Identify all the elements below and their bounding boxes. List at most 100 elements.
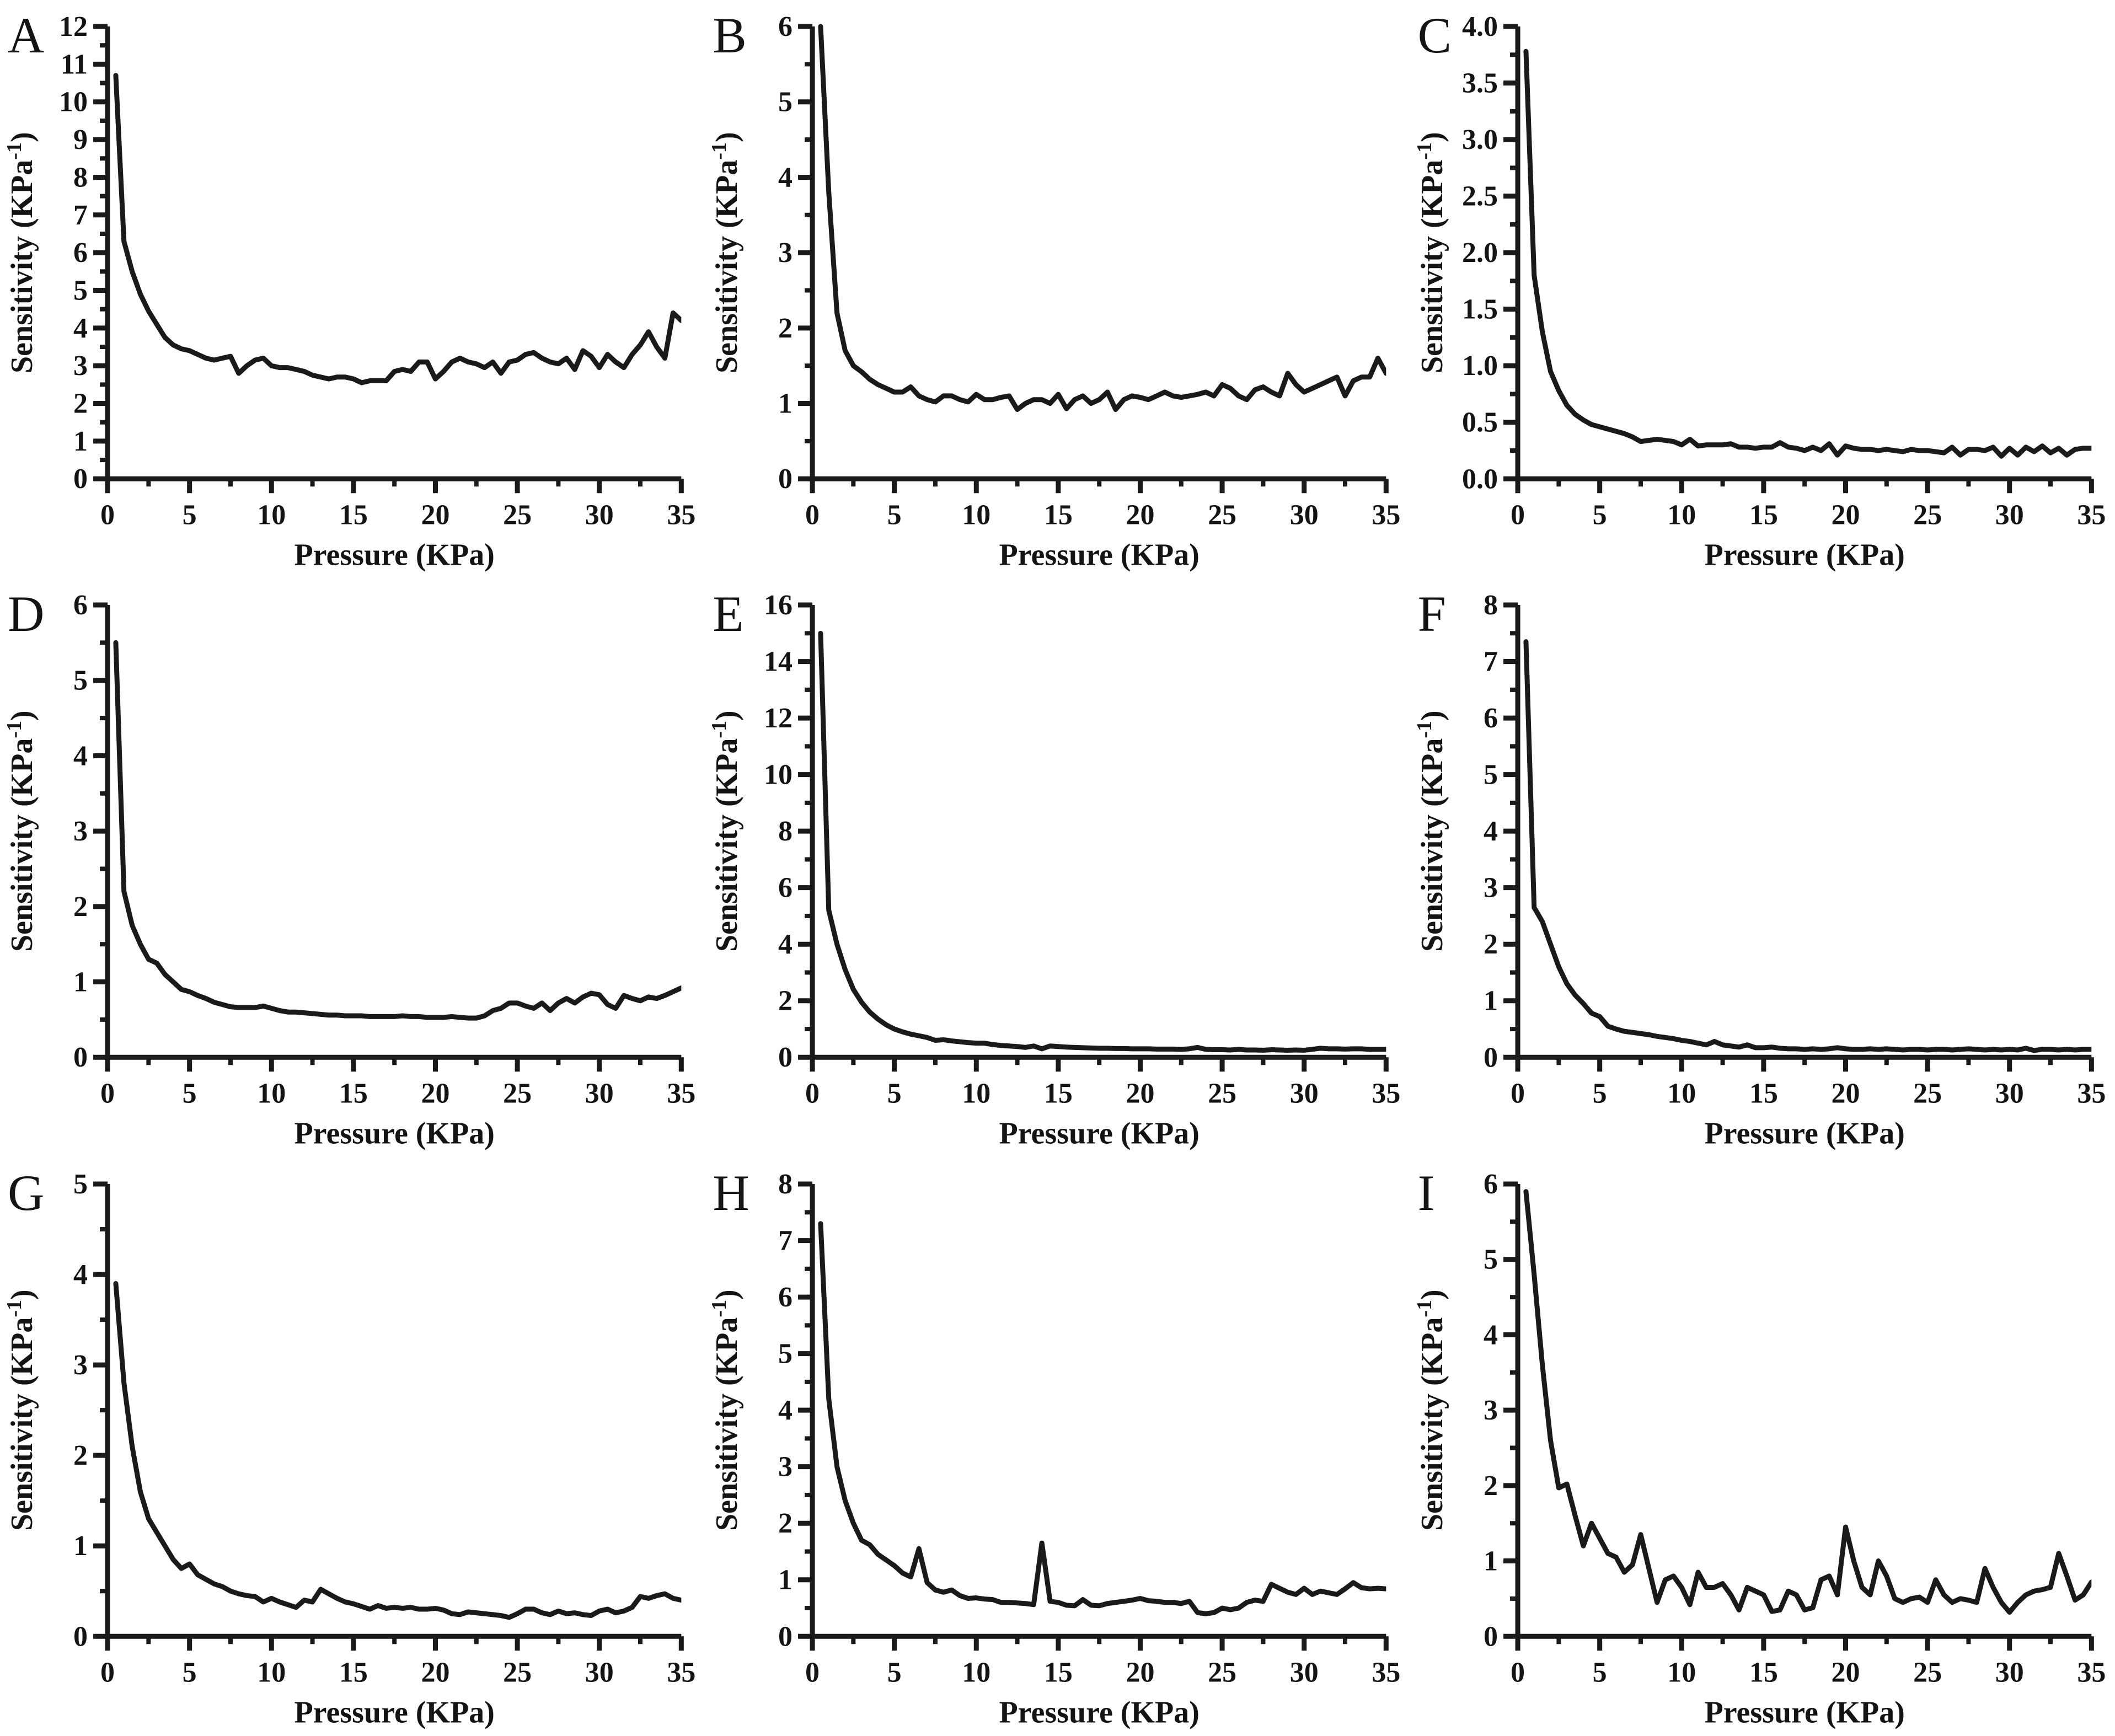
y-tick-label: 1 bbox=[73, 1530, 88, 1562]
x-tick-label: 10 bbox=[1667, 1657, 1696, 1688]
x-tick-label: 35 bbox=[1372, 1078, 1401, 1110]
y-tick-label: 1.0 bbox=[1462, 350, 1498, 382]
y-tick-label: 0 bbox=[1484, 1042, 1498, 1074]
chart-H: 0 5 10 15 20 25 30 35 0 1 2 3 4 5 6 7 8 Pressure (KPa) Sen… bbox=[708, 1169, 1401, 1729]
y-tick-label: 0 bbox=[73, 463, 88, 495]
x-tick-label: 15 bbox=[1044, 1657, 1073, 1688]
y-tick-label: 3.0 bbox=[1462, 124, 1498, 156]
y-tick-label: 4 bbox=[73, 1259, 88, 1290]
x-tick-label: 30 bbox=[585, 1657, 614, 1688]
x-tick-label: 5 bbox=[183, 499, 197, 531]
y-tick-label: 6 bbox=[73, 590, 88, 621]
y-tick-label: 5 bbox=[73, 665, 88, 696]
panel-letter-e: E bbox=[713, 586, 744, 642]
y-tick-label: 6 bbox=[778, 872, 793, 904]
panel-d: D 0 5 10 15 20 25 30 35 0 1 2 3 4 5 6 Pressure (KPa) Sen… bbox=[0, 578, 705, 1157]
x-tick-label: 35 bbox=[667, 499, 695, 531]
x-tick-label: 10 bbox=[257, 1657, 286, 1688]
x-tick-label: 20 bbox=[1831, 1657, 1860, 1688]
y-tick-label: 12 bbox=[59, 11, 88, 42]
series-line bbox=[113, 640, 682, 1021]
x-tick-label: 15 bbox=[339, 499, 368, 531]
axes bbox=[105, 26, 682, 481]
y-tick-label: 1 bbox=[778, 388, 793, 420]
x-tick-label: 20 bbox=[1831, 1078, 1860, 1110]
y-tick-label: 2 bbox=[1484, 929, 1498, 961]
x-tick-label: 25 bbox=[1208, 1657, 1236, 1688]
panel-letter-i: I bbox=[1417, 1164, 1435, 1221]
y-tick-label: 4 bbox=[1484, 816, 1498, 847]
y-axis-title-close: ) bbox=[1415, 711, 1449, 721]
y-axis-title-superscript: -1 bbox=[3, 142, 26, 160]
x-tick-label: 0 bbox=[805, 499, 820, 531]
x-tick-label: 5 bbox=[183, 1657, 197, 1688]
y-tick-label: 8 bbox=[778, 816, 793, 847]
axes bbox=[1515, 26, 2091, 481]
panel-f: F 0 5 10 15 20 25 30 35 0 1 2 3 4 5 6 7 8 Pressure (KPa) S… bbox=[1410, 578, 2115, 1157]
axes bbox=[1515, 1183, 2091, 1639]
y-tick-label: 6 bbox=[778, 11, 793, 42]
x-tick-label: 10 bbox=[257, 499, 286, 531]
y-tick-label: 2 bbox=[73, 1440, 88, 1471]
panel-letter-c: C bbox=[1417, 7, 1452, 63]
x-tick-label: 20 bbox=[421, 499, 449, 531]
y-tick-label: 5 bbox=[1484, 1244, 1498, 1275]
panel-letter-g: G bbox=[8, 1164, 45, 1221]
y-axis-title-superscript: -1 bbox=[708, 721, 731, 738]
x-tick-label: 15 bbox=[1044, 499, 1073, 531]
x-tick-label: 35 bbox=[667, 1078, 695, 1110]
y-axis-title: Sensitivity (KPa-1) bbox=[3, 132, 39, 373]
x-tick-label: 0 bbox=[1511, 1657, 1525, 1688]
y-axis-title-main: Sensitivity (KPa bbox=[710, 738, 744, 952]
x-tick-label: 25 bbox=[503, 1657, 532, 1688]
y-tick-label: 3 bbox=[1484, 872, 1498, 904]
y-tick-label: 9 bbox=[73, 124, 88, 156]
x-tick-label: 5 bbox=[887, 1657, 902, 1688]
y-axis-title-close: ) bbox=[5, 711, 39, 721]
y-axis-title: Sensitivity (KPa-1) bbox=[708, 1289, 744, 1531]
x-tick-label: 30 bbox=[1995, 1657, 2023, 1688]
series-line bbox=[1523, 49, 2091, 459]
y-tick-label: 0 bbox=[1484, 1621, 1498, 1652]
y-axis-title-close: ) bbox=[710, 132, 744, 142]
y-axis-title-superscript: -1 bbox=[708, 1300, 731, 1317]
panel-g-chart: 0 5 10 15 20 25 30 35 0 1 2 3 4 5 Pressure (KPa) Sensit… bbox=[0, 1158, 705, 1736]
y-axis-title-superscript: -1 bbox=[1413, 721, 1436, 738]
x-tick-label: 30 bbox=[1290, 499, 1319, 531]
x-tick-label: 30 bbox=[585, 499, 614, 531]
y-tick-label: 0 bbox=[778, 1621, 793, 1652]
y-tick-label: 3.5 bbox=[1462, 68, 1498, 99]
y-tick-label: 3 bbox=[778, 1451, 793, 1482]
y-axis-title: Sensitivity (KPa-1) bbox=[708, 132, 744, 373]
y-tick-label: 5 bbox=[73, 1169, 88, 1200]
y-tick-label: 8 bbox=[73, 162, 88, 193]
panel-letter-b: B bbox=[713, 7, 747, 63]
x-tick-label: 0 bbox=[805, 1657, 820, 1688]
y-tick-label: 14 bbox=[764, 646, 793, 678]
panel-letter-h: H bbox=[713, 1164, 749, 1221]
y-tick-label: 4 bbox=[73, 313, 88, 344]
y-tick-label: 8 bbox=[1484, 590, 1498, 621]
y-tick-label: 4 bbox=[73, 741, 88, 772]
x-tick-label: 5 bbox=[1592, 1657, 1607, 1688]
panel-letter-a: A bbox=[8, 7, 45, 63]
panel-b: B 0 5 10 15 20 25 30 35 0 1 2 3 4 5 6 Pressure (KPa) Sen… bbox=[705, 0, 1410, 578]
panel-c: C 0 5 10 15 20 25 30 35 0.0 0.5 1.0 1.5 2.0 2.5 3.0 3.5… bbox=[1410, 0, 2115, 578]
x-tick-label: 35 bbox=[1372, 1657, 1401, 1688]
series-line bbox=[818, 631, 1386, 1053]
y-tick-label: 0.5 bbox=[1462, 407, 1498, 438]
x-tick-label: 35 bbox=[667, 1657, 695, 1688]
x-axis-title: Pressure (KPa) bbox=[1704, 1117, 1904, 1151]
y-tick-label: 0 bbox=[73, 1042, 88, 1074]
y-axis-title-main: Sensitivity (KPa bbox=[710, 160, 744, 373]
x-tick-label: 20 bbox=[1126, 1657, 1155, 1688]
x-tick-label: 0 bbox=[100, 499, 115, 531]
x-tick-label: 15 bbox=[339, 1078, 368, 1110]
y-tick-label: 12 bbox=[764, 703, 793, 734]
panel-i: I 0 5 10 15 20 25 30 35 0 1 2 3 4 5 6 Pressure (KPa) Sen… bbox=[1410, 1158, 2115, 1736]
y-tick-label: 6 bbox=[778, 1282, 793, 1313]
y-tick-label: 5 bbox=[73, 275, 88, 307]
y-axis-title: Sensitivity (KPa-1) bbox=[708, 711, 744, 952]
x-tick-label: 15 bbox=[1749, 1657, 1778, 1688]
x-tick-label: 25 bbox=[1208, 499, 1236, 531]
